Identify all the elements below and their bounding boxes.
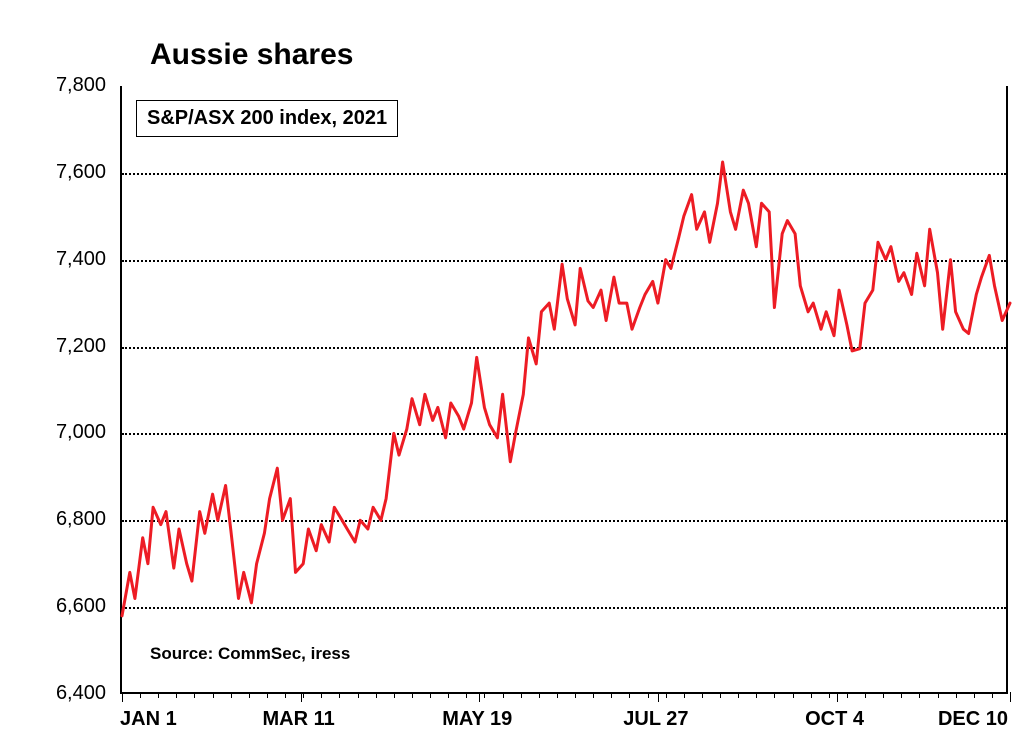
x-axis-label: JAN 1 — [120, 708, 177, 731]
y-axis-label: 6,400 — [0, 682, 106, 705]
x-axis-label: OCT 4 — [775, 708, 895, 731]
x-axis-label: MAY 19 — [417, 708, 537, 731]
y-axis-label: 6,800 — [0, 508, 106, 531]
x-axis-label: MAR 11 — [239, 708, 359, 731]
y-axis-label: 7,000 — [0, 421, 106, 444]
line-series — [122, 86, 1010, 694]
y-axis-label: 6,600 — [0, 595, 106, 618]
chart-title: Aussie shares — [150, 38, 353, 72]
y-axis-label: 7,800 — [0, 74, 106, 97]
x-axis-label: DEC 10 — [908, 708, 1008, 731]
plot-area: S&P/ASX 200 index, 2021 Source: CommSec,… — [120, 86, 1008, 694]
y-axis-label: 7,600 — [0, 161, 106, 184]
x-axis-label: JUL 27 — [596, 708, 716, 731]
y-axis-label: 7,400 — [0, 248, 106, 271]
y-axis-label: 7,200 — [0, 335, 106, 358]
x-minor-tick — [1010, 692, 1011, 698]
source-label: Source: CommSec, iress — [150, 644, 350, 664]
chart-container: Aussie shares S&P/ASX 200 index, 2021 So… — [0, 0, 1032, 748]
